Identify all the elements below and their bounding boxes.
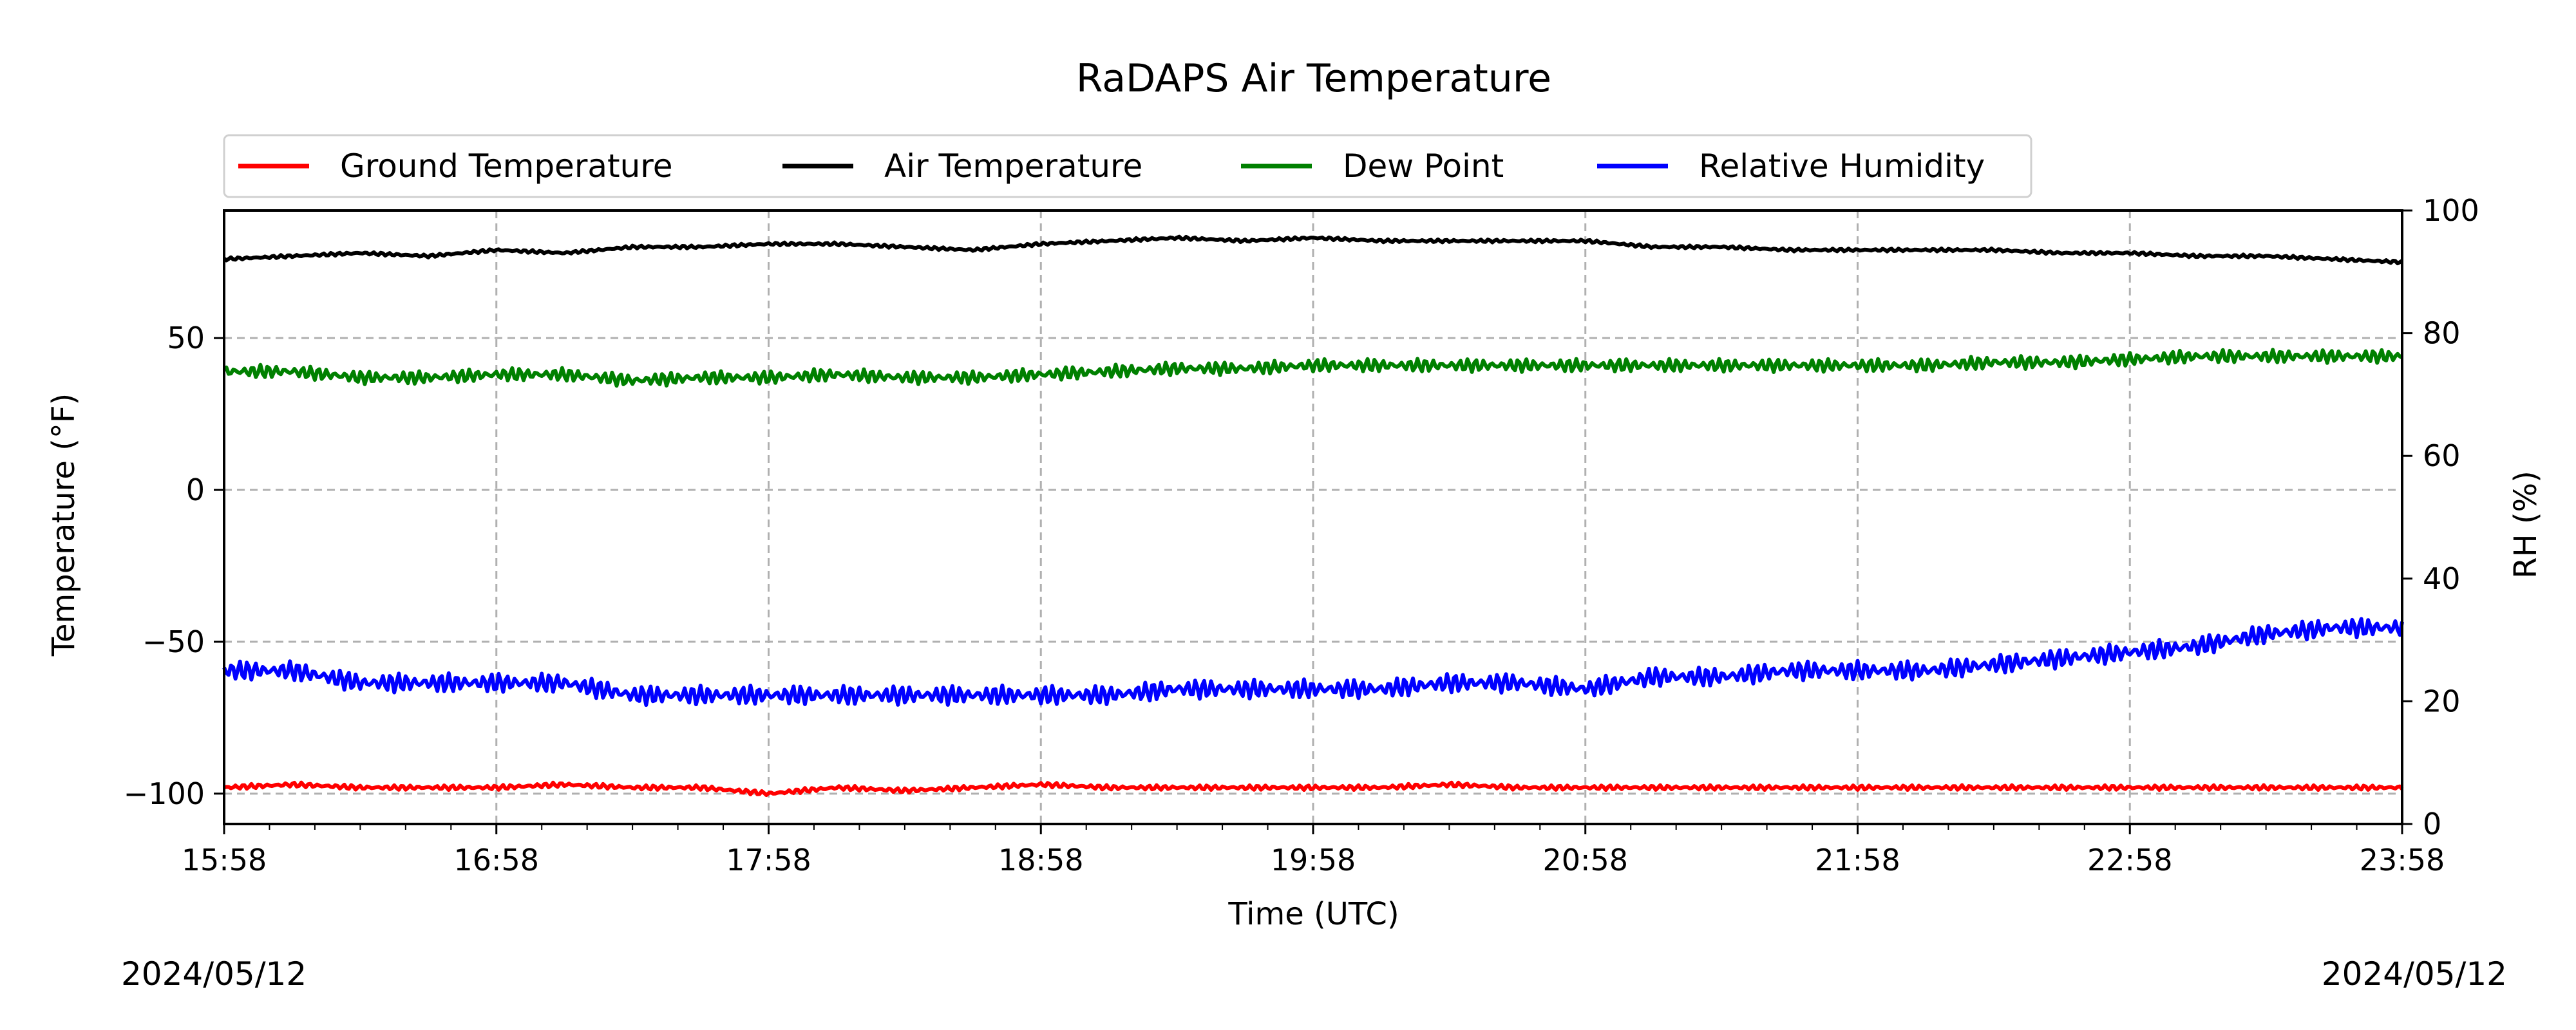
legend-items: Ground Temperature Air Temperature Dew Poi… — [238, 147, 1985, 185]
x-tick-label: 19:58 — [1271, 843, 1356, 877]
y-tick-label: −100 — [124, 776, 205, 811]
date-label-left: 2024/05/12 — [121, 955, 307, 993]
ticks-layer: 15:58 16:58 17:58 18:58 19:58 20:58 21:58 22:58… — [124, 193, 2479, 877]
series-line-relative-humidity — [222, 617, 2404, 707]
legend-frame — [223, 134, 2032, 198]
x-tick-label: 22:58 — [2087, 843, 2173, 877]
y-axis-title: Temperature (°F) — [46, 393, 82, 657]
legend-label-relative-humidity: Relative Humidity — [1699, 147, 1985, 185]
series-layer — [222, 234, 2404, 797]
y-tick-label: −50 — [142, 624, 205, 659]
legend-label-ground-temperature: Ground Temperature — [340, 147, 673, 185]
x-tick-label: 23:58 — [2360, 843, 2445, 877]
y2-tick-label: 40 — [2423, 561, 2461, 596]
y-tick-label: 50 — [167, 321, 205, 355]
legend-label-air-temperature: Air Temperature — [884, 147, 1142, 185]
x-tick-label: 16:58 — [453, 843, 539, 877]
x-tick-label: 15:58 — [182, 843, 267, 877]
chart-title: RaDAPS Air Temperature — [1076, 56, 1551, 101]
x-axis-title: Time (UTC) — [1227, 896, 1399, 932]
series-line-dew-point — [222, 348, 2403, 388]
y2-tick-label: 20 — [2423, 684, 2461, 718]
y-tick-label: 0 — [186, 473, 205, 507]
x-tick-label: 20:58 — [1542, 843, 1628, 877]
y2-axis-title: RH (%) — [2508, 471, 2544, 579]
series-line-ground-temperature — [223, 780, 2404, 797]
x-tick-label: 17:58 — [726, 843, 811, 877]
y2-tick-label: 80 — [2423, 316, 2461, 351]
date-label-right: 2024/05/12 — [2322, 955, 2507, 993]
y2-tick-label: 100 — [2423, 193, 2479, 228]
series-line-air-temperature — [223, 234, 2403, 266]
legend: Ground Temperature Air Temperature Dew Poi… — [223, 134, 2032, 198]
x-tick-label: 21:58 — [1815, 843, 1900, 877]
legend-label-dew-point: Dew Point — [1343, 147, 1504, 185]
x-tick-label: 18:58 — [998, 843, 1084, 877]
y2-tick-label: 0 — [2423, 807, 2441, 841]
y2-tick-label: 60 — [2423, 438, 2461, 473]
grid-layer — [224, 211, 2402, 824]
